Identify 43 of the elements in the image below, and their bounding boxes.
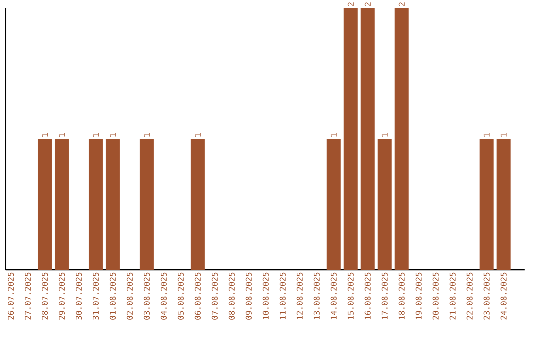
data-label: 1 xyxy=(500,134,507,137)
x-tick-label: 10.08.2025 xyxy=(262,272,269,320)
x-tick-label: 17.08.2025 xyxy=(382,272,388,320)
x-tick-label: 28.07.2025 xyxy=(42,272,48,320)
x-tick-label: 29.07.2025 xyxy=(58,272,66,320)
x-tick-label: 21.08.2025 xyxy=(450,272,456,320)
x-tick-label: 13.08.2025 xyxy=(314,272,320,320)
data-label: 1 xyxy=(144,134,150,137)
data-label: 1 xyxy=(93,134,99,137)
x-tick-label: 16.08.2025 xyxy=(364,272,371,320)
x-tick-label: 09.08.2025 xyxy=(246,272,252,320)
x-tick-label: 20.08.2025 xyxy=(432,272,439,320)
x-tick-label: 06.08.2025 xyxy=(194,272,201,320)
data-label: 1 xyxy=(42,134,48,137)
x-tick-label: 04.08.2025 xyxy=(160,272,167,320)
data-label: 1 xyxy=(195,134,201,137)
x-tick-label: 02.08.2025 xyxy=(126,272,133,320)
x-tick-label: 23.08.2025 xyxy=(484,272,490,320)
x-tick-label: 11.08.2025 xyxy=(280,272,286,320)
data-label: 1 xyxy=(330,134,337,137)
x-tick-label: 03.08.2025 xyxy=(144,272,150,320)
x-tick-label: 26.07.2025 xyxy=(8,272,14,320)
x-tick-label: 27.07.2025 xyxy=(24,272,32,320)
x-tick-label: 05.08.2025 xyxy=(178,272,184,320)
x-tick-label: 01.08.2025 xyxy=(110,272,116,320)
x-tick-label: 07.08.2025 xyxy=(212,272,218,320)
data-label: 2 xyxy=(348,2,354,6)
x-tick-label: 08.08.2025 xyxy=(228,272,235,320)
x-tick-label: 19.08.2025 xyxy=(416,272,422,320)
data-label: 1 xyxy=(484,134,490,137)
x-tick-label: 30.07.2025 xyxy=(76,272,82,320)
x-tick-label: 15.08.2025 xyxy=(348,272,354,320)
x-tick-label: 22.08.2025 xyxy=(466,272,473,320)
x-tick-label: 18.08.2025 xyxy=(398,272,405,320)
data-label: 1 xyxy=(382,134,388,137)
data-label: 1 xyxy=(59,134,65,137)
x-tick-label: 12.08.2025 xyxy=(296,272,303,320)
x-tick-label: 24.08.2025 xyxy=(500,272,507,320)
data-label: 2 xyxy=(398,2,405,6)
data-label: 2 xyxy=(364,2,371,6)
x-tick-label: 31.07.2025 xyxy=(92,272,99,320)
x-tick-label: 14.08.2025 xyxy=(330,272,337,320)
data-label: 1 xyxy=(110,134,116,137)
